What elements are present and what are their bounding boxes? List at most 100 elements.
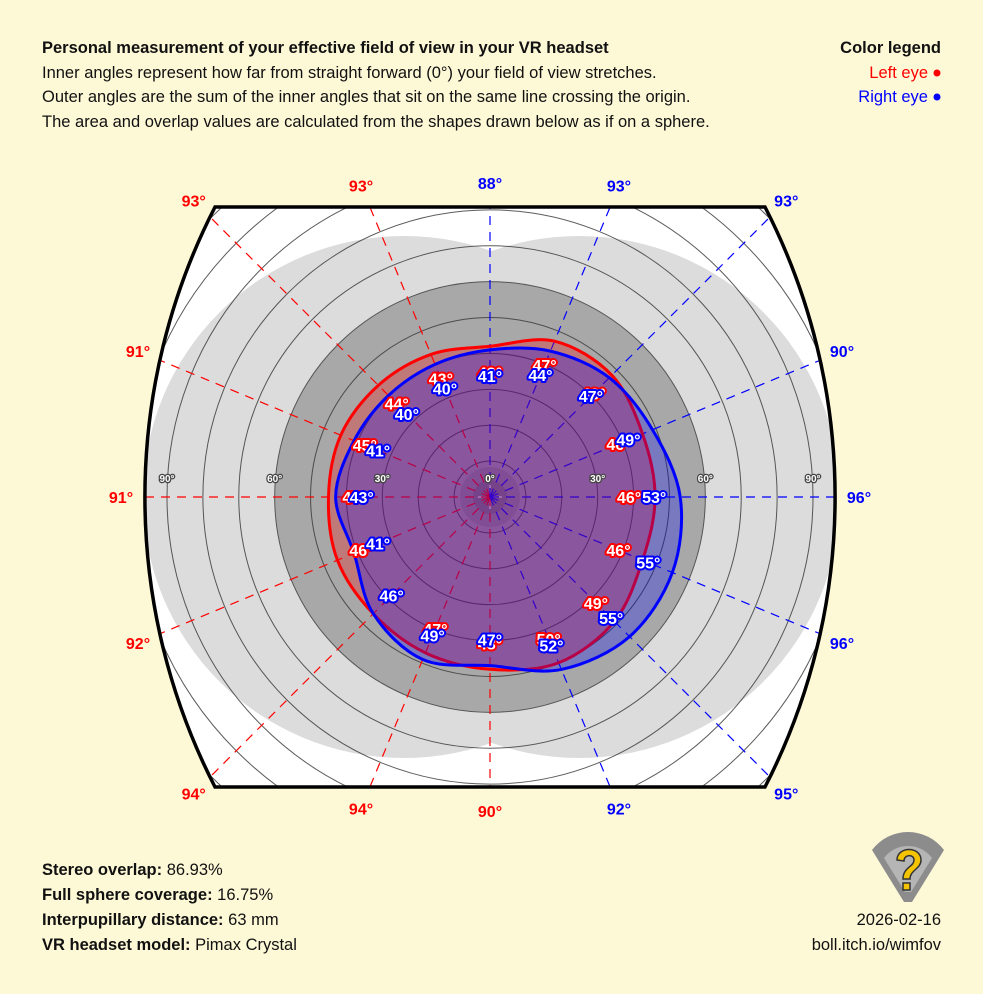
description: The area and overlap values are calculat… <box>42 112 710 131</box>
header: Personal measurement of your effective f… <box>42 36 710 134</box>
date: 2026-02-16 <box>856 911 941 929</box>
stat-label: Interpupillary distance: <box>42 911 224 929</box>
r-tick-label: 60° <box>267 474 282 485</box>
legend-marker <box>933 69 941 77</box>
r-tick-label: 90° <box>159 474 174 485</box>
outer-angle-label: 92° <box>607 801 631 818</box>
ring <box>238 245 742 749</box>
inner-angle-label: 55° <box>599 611 623 628</box>
stat-value: Pimax Crystal <box>195 936 297 954</box>
inner-angle-label: 40° <box>433 381 457 398</box>
outer-angle-label: 93° <box>774 194 798 211</box>
stat-row: VR headset model: Pimax Crystal <box>42 933 297 958</box>
outer-angle-label: 94° <box>182 786 206 803</box>
r-tick-label: 90° <box>805 474 820 485</box>
legend-label: Left eye <box>869 63 928 82</box>
inner-angle-label: 50° <box>537 632 561 649</box>
inner-angle-label: 41° <box>366 536 390 553</box>
logo <box>872 832 944 902</box>
inner-angle-label: 46° <box>617 490 641 507</box>
spoke <box>159 496 491 635</box>
outer-angle-label: 91° <box>109 490 133 507</box>
spoke <box>489 217 770 498</box>
outer-angle-label: 96° <box>847 490 871 507</box>
inner-angle-label: 46° <box>606 437 630 454</box>
inner-angle-label: 49° <box>584 596 608 613</box>
legend-entry: Left eye <box>840 61 941 86</box>
inner-angle-label: 45° <box>353 438 377 455</box>
inner-angle-label: 47° <box>423 622 447 639</box>
legend-label: Right eye <box>858 88 928 106</box>
legend-entry: Right eye <box>840 85 941 110</box>
stats: Stereo overlap: 86.93% Full sphere covera… <box>42 858 297 958</box>
stat-value: 86.93% <box>166 861 223 879</box>
inner-angle-label: 47° <box>579 389 603 406</box>
labels: 0° 30° 30° 60° 60° 90° 90° 93° 93° 91° 91° 92° 94° 94… <box>109 176 871 821</box>
inner-angle-label: 42° <box>478 365 502 382</box>
logo-mark <box>896 848 922 880</box>
r-tick-label: 30° <box>375 474 390 485</box>
spoke <box>210 496 491 777</box>
spoke <box>369 496 491 787</box>
inner-angle-label: 48° <box>478 636 502 653</box>
outer-angle-label: 93° <box>607 179 631 196</box>
legend-dot <box>933 69 941 77</box>
legend: Color legend Left eye Right eye <box>840 36 941 110</box>
outer-angle-label: 93° <box>349 179 373 196</box>
outer-angle-label: 92° <box>126 636 150 653</box>
inner-angle-label: 43° <box>429 371 453 388</box>
inner-angle-label: 53° <box>642 490 666 507</box>
outer-angle-label: 91° <box>126 344 150 361</box>
ring <box>202 209 778 785</box>
spokes <box>145 207 835 787</box>
stat-row: Interpupillary distance: 63 mm <box>42 908 297 933</box>
stat-value: 63 mm <box>228 911 279 929</box>
stat-label: VR headset model: <box>42 936 191 954</box>
inner-angle-label: 55° <box>636 556 660 573</box>
legend-title: Color legend <box>840 39 941 57</box>
inner-angle-label: 40° <box>395 407 419 424</box>
inner-angle-label: 52° <box>539 638 563 655</box>
spoke <box>369 207 491 498</box>
inner-angle-label: 44° <box>528 368 552 385</box>
inner-angle-label: 49° <box>616 433 640 450</box>
legend-marker <box>933 93 941 101</box>
legend-dot <box>933 93 941 101</box>
description: Outer angles are the sum of the inner an… <box>42 88 691 106</box>
inner-angle-label: 46° <box>380 588 404 605</box>
fov-shape <box>334 346 684 673</box>
outer-angle-label: 93° <box>182 194 206 211</box>
stat-row: Stereo overlap: 86.93% <box>42 858 297 883</box>
logo-mark <box>902 882 911 891</box>
fov-shape <box>326 338 657 672</box>
inner-angle-label: 44° <box>385 397 409 414</box>
spoke <box>489 496 611 787</box>
inner-angle-label: 46° <box>380 588 404 605</box>
inner-angle-label: 45° <box>342 490 366 507</box>
inner-angle-label: 41° <box>478 369 502 386</box>
spoke <box>210 217 491 498</box>
url: boll.itch.io/wimfov <box>811 936 941 954</box>
r-tick-label: 0° <box>485 474 495 485</box>
outer-angle-label: 90° <box>478 804 502 821</box>
stat-label: Stereo overlap: <box>42 861 163 879</box>
description: Inner angles represent how far from stra… <box>42 63 657 82</box>
stat-label: Full sphere coverage: <box>42 886 213 904</box>
inner-angle-label: 49° <box>421 628 445 645</box>
grid-ring <box>381 388 599 606</box>
outer-angle-label: 95° <box>774 786 798 803</box>
spoke <box>489 359 821 498</box>
stat-value: 16.75% <box>217 886 274 904</box>
title: Personal measurement of your effective f… <box>42 39 609 57</box>
spoke <box>159 359 491 498</box>
spoke <box>489 207 611 498</box>
outer-angle-label: 90° <box>830 344 854 361</box>
inner-angle-label: 46° <box>606 543 630 560</box>
ring <box>345 352 635 642</box>
inner-angle-label: 48° <box>581 387 605 404</box>
outer-angle-label: 88° <box>478 176 502 193</box>
outer-angle-label: 96° <box>830 636 854 653</box>
stat-row: Full sphere coverage: 16.75% <box>42 883 297 908</box>
